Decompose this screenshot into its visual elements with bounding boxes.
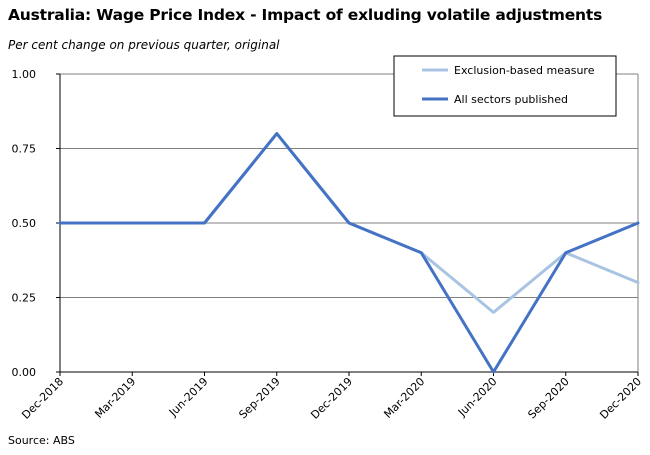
y-tick-labels: 0.00 0.25 0.50 0.75 1.00 xyxy=(12,68,37,379)
chart-subtitle: Per cent change on previous quarter, ori… xyxy=(8,38,280,52)
y-tick-label: 0.75 xyxy=(12,143,37,156)
x-tick-label: Dec-2018 xyxy=(19,375,66,422)
x-tick-label: Dec-2019 xyxy=(308,375,355,422)
legend-label-1: All sectors published xyxy=(454,93,568,106)
y-tick-label: 1.00 xyxy=(12,68,37,81)
x-tick-label: Mar-2020 xyxy=(381,375,427,421)
source-note: Source: ABS xyxy=(8,434,75,447)
legend-box xyxy=(393,55,617,117)
x-tick-label: Sep-2020 xyxy=(525,375,571,421)
x-tick-label: Dec-2020 xyxy=(597,375,644,422)
y-tick-label: 0.50 xyxy=(12,217,37,230)
legend-label-0: Exclusion-based measure xyxy=(454,64,595,77)
series-lines xyxy=(58,132,640,374)
y-tick-label: 0.25 xyxy=(12,292,37,305)
x-tick-labels: Dec-2018 Mar-2019 Jun-2019 Sep-2019 Dec-2019… xyxy=(19,375,644,422)
x-tick-label: Mar-2019 xyxy=(92,375,138,421)
y-tick-label: 0.00 xyxy=(12,366,37,379)
chart-title: Australia: Wage Price Index - Impact of … xyxy=(8,6,603,24)
x-tick-label: Jun-2020 xyxy=(455,375,500,420)
x-tick-label: Sep-2019 xyxy=(236,375,282,421)
series-line-1 xyxy=(58,132,640,374)
x-tick-label: Jun-2019 xyxy=(166,375,211,420)
axes xyxy=(56,73,639,376)
legend: Exclusion-based measure All sectors publi… xyxy=(393,55,617,117)
